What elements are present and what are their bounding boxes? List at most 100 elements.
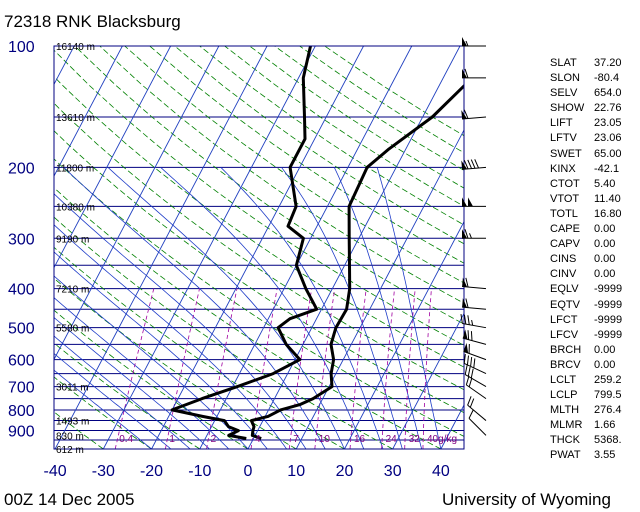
- barb-full: [463, 314, 467, 325]
- index-row: LIFT 23.05: [550, 116, 634, 131]
- mixing-ratio-line: [422, 288, 432, 449]
- barb-full: [465, 277, 469, 288]
- index-row: LFCT -9999: [550, 313, 634, 328]
- dry-adiabat: [54, 187, 442, 449]
- mixing-ratio-label: 10: [319, 434, 331, 445]
- barb-half: [465, 40, 469, 47]
- barb-staff: [464, 363, 487, 375]
- index-key: CINS: [550, 253, 577, 266]
- moist-adiabat: [160, 167, 365, 449]
- index-row: LCLP 799.5: [550, 388, 634, 403]
- barb-flag: [462, 68, 467, 78]
- index-value: 0.00: [594, 343, 616, 356]
- moist-adiabat: [54, 335, 191, 449]
- mixing-ratio-line: [314, 288, 336, 449]
- index-row: MLTH 276.4: [550, 403, 634, 418]
- index-key: SHOW: [550, 102, 585, 115]
- barb-staff: [466, 384, 487, 400]
- data-source: University of Wyoming: [442, 490, 611, 509]
- temperature-tick-label: 40: [432, 463, 450, 480]
- barb-full: [467, 159, 473, 169]
- dewpoint-trace: [170, 46, 319, 440]
- height-label: 9190 m: [56, 234, 89, 245]
- index-value: 799.5: [594, 389, 622, 402]
- moist-adiabat: [220, 167, 384, 449]
- mixing-ratio-label: 32: [409, 434, 421, 445]
- index-value: 0.00: [594, 268, 616, 281]
- wind-barb: [468, 409, 487, 436]
- index-key: BRCV: [550, 358, 581, 371]
- index-row: SELV 654.0: [550, 86, 634, 101]
- isotherm-line: [247, 46, 461, 449]
- moist-adiabat: [63, 167, 326, 449]
- barb-staff: [462, 166, 487, 170]
- index-row: SLAT 37.20: [550, 56, 634, 71]
- index-row: BRCV 0.00: [550, 358, 634, 373]
- index-key: SLAT: [550, 57, 577, 69]
- barb-flag: [468, 197, 473, 207]
- barb-flag: [461, 110, 468, 120]
- index-key: CINV: [550, 268, 577, 281]
- height-label: 13610 m: [56, 113, 95, 124]
- index-row: CAPV 0.00: [550, 237, 634, 252]
- dry-adiabat: [54, 309, 249, 449]
- index-row: CAPE 0.00: [550, 222, 634, 237]
- moist-adiabat: [54, 317, 210, 449]
- index-row: EQLV -9999: [550, 282, 634, 297]
- barb-full: [463, 109, 469, 119]
- barb-full: [465, 375, 470, 386]
- wind-barb: [460, 314, 487, 329]
- wind-barb: [462, 229, 486, 239]
- pressure-tick-label: 300: [8, 231, 35, 248]
- index-value: 23.06: [594, 132, 622, 145]
- index-key: LCLP: [550, 389, 578, 402]
- mixing-ratio-label: 2: [211, 434, 217, 445]
- wind-barb: [461, 109, 487, 120]
- plot-frame: [53, 45, 465, 450]
- dry-adiabat: [54, 158, 464, 437]
- mixing-ratio-label: 16: [354, 434, 366, 445]
- wind-barb: [462, 329, 487, 345]
- height-label: 5580 m: [56, 324, 89, 335]
- index-key: MLTH: [550, 404, 580, 417]
- wind-barb: [462, 298, 487, 310]
- temperature-tick-label: -20: [140, 463, 163, 480]
- barb-flag: [462, 37, 467, 46]
- index-row: LFTV 23.06: [550, 131, 634, 146]
- height-label: 830 m: [56, 431, 84, 442]
- index-key: MLMR: [550, 419, 583, 432]
- chart-title: 72318 RNK Blacksburg: [4, 12, 181, 31]
- barb-flag: [462, 277, 468, 287]
- isotherm-line: [344, 220, 464, 449]
- pressure-tick-label: 100: [8, 39, 35, 56]
- index-key: EQTV: [550, 298, 580, 311]
- barb-full: [463, 159, 469, 170]
- index-value: 259.2: [594, 373, 622, 386]
- dry-adiabat: [99, 46, 464, 304]
- index-value: 22.76: [594, 102, 622, 115]
- pressure-tick-label: 800: [8, 403, 35, 420]
- pressure-tick-label: 400: [8, 282, 35, 299]
- index-key: VTOT: [550, 192, 580, 205]
- barb-half: [471, 319, 474, 326]
- moist-adiabat: [54, 369, 152, 449]
- index-key: LIFT: [550, 117, 573, 130]
- index-row: SLON -80.4: [550, 71, 634, 86]
- height-label: 16140 m: [56, 42, 95, 53]
- barb-staff: [464, 374, 487, 388]
- barb-full: [470, 159, 476, 169]
- pressure-tick-label: 700: [8, 380, 35, 397]
- dry-adiabat: [54, 49, 464, 346]
- barb-flag: [462, 197, 467, 207]
- moist-adiabat: [333, 167, 422, 449]
- index-row: MLMR 1.66: [550, 418, 634, 433]
- index-row: CINV 0.00: [550, 267, 634, 282]
- index-value: 0.00: [594, 238, 616, 251]
- index-key: PWAT: [550, 449, 581, 462]
- wind-barb: [463, 353, 487, 375]
- wind-barbs: [460, 37, 487, 436]
- height-label: 11800 m: [56, 163, 94, 174]
- index-value: -9999: [594, 328, 623, 341]
- mixing-ratio-label: 24: [386, 434, 398, 445]
